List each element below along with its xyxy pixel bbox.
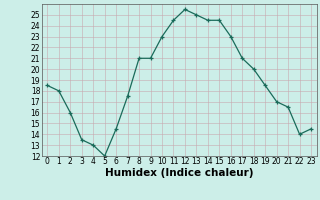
X-axis label: Humidex (Indice chaleur): Humidex (Indice chaleur) [105,168,253,178]
